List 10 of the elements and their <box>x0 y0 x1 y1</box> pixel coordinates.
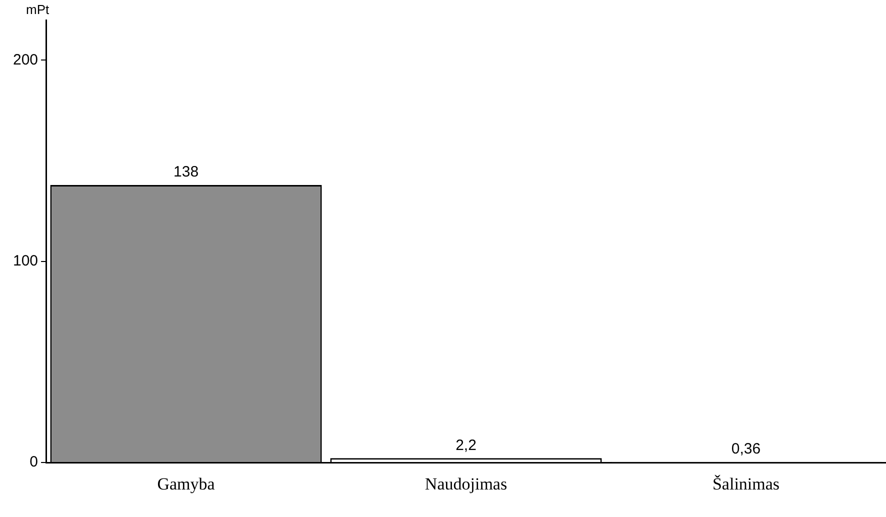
y-tick-label: 0 <box>30 454 38 471</box>
x-tick-label: Gamyba <box>157 474 216 494</box>
y-tick-label: 200 <box>12 51 38 68</box>
y-axis-title: mPt <box>26 2 50 18</box>
data-label: 0,36 <box>731 440 761 458</box>
x-tick-label: Naudojimas <box>424 474 508 494</box>
data-label: 138 <box>174 164 199 181</box>
x-tick-label: Šalinimas <box>712 474 780 494</box>
y-tick-label: 100 <box>12 252 38 270</box>
data-label: 2,2 <box>456 436 476 454</box>
